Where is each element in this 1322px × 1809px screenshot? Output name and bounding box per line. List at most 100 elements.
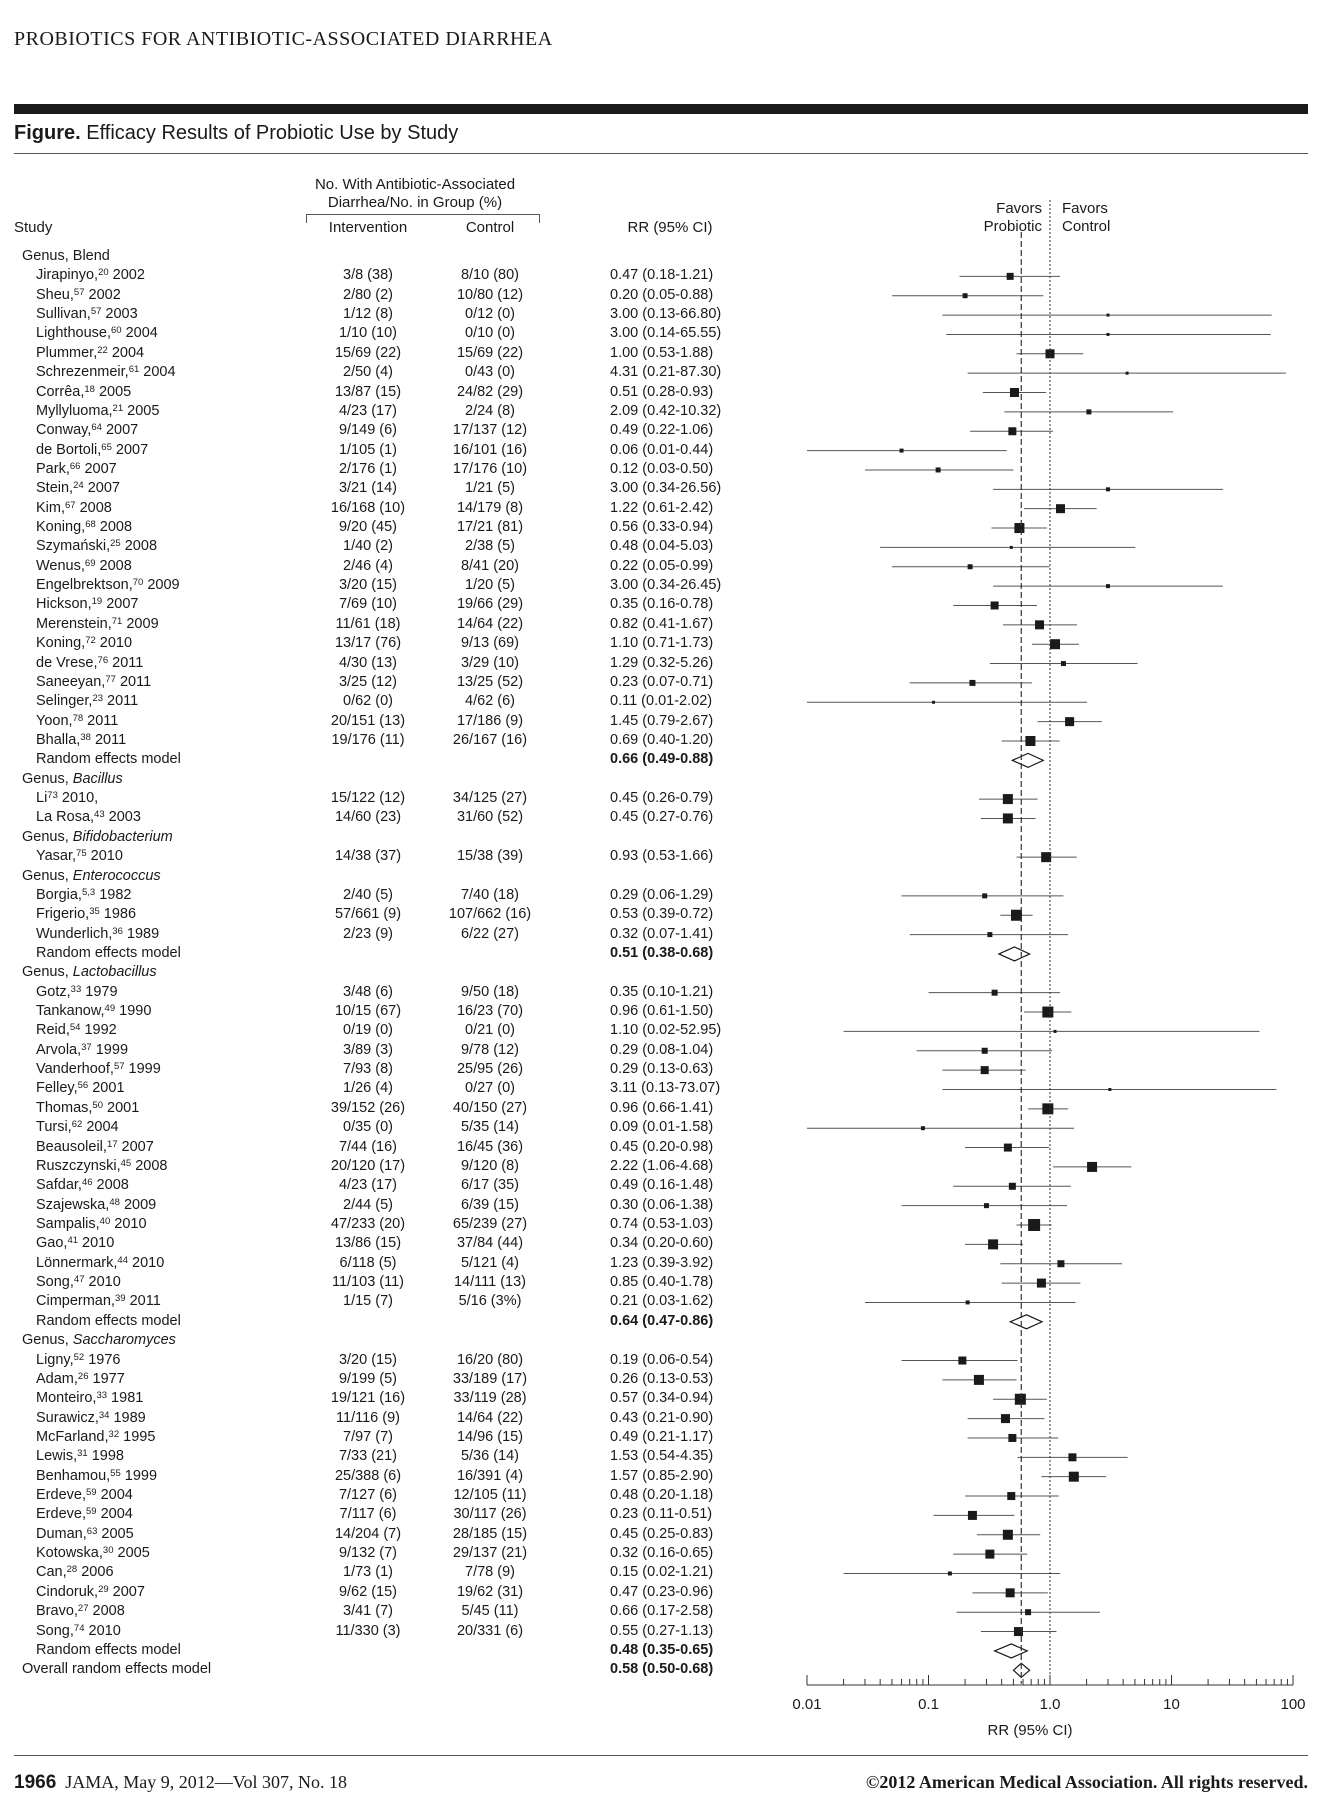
study-row: Szajewska,48 2009 2/44 (5) 6/39 (15) 0.30 (…	[0, 1196, 1322, 1215]
intervention-value: 4/23 (17)	[338, 402, 398, 419]
genus-row: Genus, Blend	[0, 247, 1322, 266]
study-row: Lewis,31 1998 7/33 (21) 5/36 (14) 1.53 (0.5…	[0, 1447, 1322, 1466]
control-value: 19/62 (31)	[456, 1583, 524, 1600]
study-name: Thomas,50 2001	[36, 1099, 140, 1116]
study-name: Szymański,25 2008	[36, 538, 158, 555]
study-row: Safdar,46 2008 4/23 (17) 6/17 (35) 0.49 (0.…	[0, 1176, 1322, 1195]
reference-number: 75	[76, 848, 87, 860]
study-name: Bravo,27 2008	[36, 1603, 125, 1620]
reference-number: 5,3	[81, 886, 96, 898]
reference-number: 21	[112, 402, 124, 414]
intervention-value: 9/132 (7)	[338, 1545, 398, 1562]
study-name: Duman,63 2005	[36, 1525, 134, 1542]
study-row: Yasar,75 2010 14/38 (37) 15/38 (39) 0.93 (0…	[0, 847, 1322, 866]
reference-number: 54	[69, 1022, 81, 1034]
rr-value: 0.66 (0.17-2.58)	[610, 1603, 714, 1620]
genus-label: Genus, Saccharomyces	[22, 1332, 176, 1349]
intervention-value: 3/89 (3)	[343, 1041, 393, 1058]
control-value: 1/20 (5)	[465, 577, 515, 594]
rr-value: 0.45 (0.25-0.83)	[610, 1525, 714, 1542]
study-row: Wunderlich,36 1989 2/23 (9) 6/22 (27) 0.32 …	[0, 925, 1322, 944]
control-value: 65/239 (27)	[452, 1216, 528, 1232]
control-value: 8/41 (20)	[460, 557, 520, 574]
pooled-rr-value: 0.66 (0.49-0.88)	[610, 751, 714, 768]
control-value: 16/101 (16)	[452, 441, 528, 458]
reference-number: 72	[85, 635, 96, 647]
control-value: 16/391 (4)	[456, 1467, 524, 1484]
rr-value: 0.06 (0.01-0.44)	[610, 441, 714, 458]
control-value: 15/38 (39)	[456, 848, 524, 865]
control-value: 6/39 (15)	[460, 1196, 520, 1213]
study-name: Hickson,19 2007	[36, 596, 139, 613]
intervention-value: 0/19 (0)	[343, 1022, 393, 1039]
intervention-value: 2/40 (5)	[343, 886, 393, 903]
study-name: Song,74 2010	[36, 1622, 121, 1639]
rr-value: 0.34 (0.20-0.60)	[610, 1235, 714, 1252]
reference-number: 70	[132, 577, 144, 589]
study-row: Duman,63 2005 14/204 (7) 28/185 (15) 0.45 (…	[0, 1525, 1322, 1544]
favors-control-line1: Favors	[1062, 200, 1108, 217]
intervention-value: 16/168 (10)	[330, 499, 406, 516]
study-row: Arvola,37 1999 3/89 (3) 9/78 (12) 0.29 (0.0…	[0, 1041, 1322, 1060]
control-value: 29/137 (21)	[452, 1545, 528, 1562]
study-name: Saneeyan,77 2011	[36, 673, 152, 690]
study-row: Cimperman,39 2011 1/15 (7) 5/16 (3%) 0.21 (…	[0, 1292, 1322, 1311]
intervention-value: 2/176 (1)	[338, 460, 398, 477]
intervention-value: 3/20 (15)	[338, 577, 398, 594]
study-row: Frigerio,35 1986 57/661 (9) 107/662 (16) 0.…	[0, 905, 1322, 924]
reference-number: 76	[97, 654, 109, 666]
study-row: Koning,68 2008 9/20 (45) 17/21 (81) 0.56 (0…	[0, 518, 1322, 537]
copyright: ©2012 American Medical Association. All …	[865, 1772, 1308, 1792]
intervention-value: 0/35 (0)	[343, 1119, 393, 1136]
rr-value: 1.29 (0.32-5.26)	[610, 654, 714, 671]
control-value: 5/36 (14)	[460, 1448, 520, 1465]
control-value: 8/10 (80)	[460, 267, 520, 284]
study-name: Benhamou,55 1999	[36, 1467, 158, 1484]
study-name: Adam,26 1977	[36, 1370, 125, 1387]
study-name: Jirapinyo,20 2002	[36, 267, 145, 284]
control-value: 9/120 (8)	[460, 1157, 520, 1174]
study-row: La Rosa,43 2003 14/60 (23) 31/60 (52) 0.45 …	[0, 808, 1322, 827]
control-value: 16/20 (80)	[456, 1351, 524, 1368]
genus-name: Lactobacillus	[72, 964, 157, 981]
reference-number: 31	[77, 1448, 88, 1460]
study-name: de Vrese,76 2011	[36, 654, 144, 671]
intervention-value: 47/233 (20)	[330, 1216, 406, 1232]
rr-value: 0.49 (0.16-1.48)	[610, 1177, 714, 1194]
rr-value: 1.57 (0.85-2.90)	[610, 1467, 714, 1484]
reference-number: 52	[73, 1351, 85, 1363]
study-name: Frigerio,35 1986	[36, 906, 137, 923]
intervention-value: 2/44 (5)	[343, 1196, 393, 1213]
intervention-value: 4/23 (17)	[338, 1177, 398, 1194]
study-row: Lönnermark,44 2010 6/118 (5) 5/121 (4) 1.23…	[0, 1254, 1322, 1273]
study-name: Merenstein,71 2009	[36, 615, 159, 632]
rr-value: 1.10 (0.71-1.73)	[610, 635, 714, 652]
group-header-bracket	[306, 214, 540, 223]
rr-value: 0.29 (0.08-1.04)	[610, 1041, 714, 1058]
study-name: Lighthouse,60 2004	[36, 325, 158, 342]
study-name: Erdeve,59 2004	[36, 1506, 133, 1523]
control-value: 5/121 (4)	[460, 1254, 520, 1271]
genus-label: Genus, Blend	[22, 248, 110, 264]
rr-value: 0.15 (0.02-1.21)	[610, 1564, 714, 1581]
reference-number: 40	[99, 1216, 111, 1227]
intervention-value: 13/86 (15)	[334, 1235, 402, 1252]
rr-value: 0.32 (0.07-1.41)	[610, 925, 714, 942]
model-row: Random effects model 0.48 (0.35-0.65)	[0, 1641, 1322, 1660]
intervention-value: 7/44 (16)	[338, 1138, 398, 1155]
intervention-value: 11/330 (3)	[335, 1622, 401, 1639]
control-value: 0/21 (0)	[465, 1022, 515, 1039]
control-value: 9/50 (18)	[460, 983, 520, 1000]
rr-value: 0.35 (0.16-0.78)	[610, 596, 714, 613]
reference-number: 45	[120, 1157, 132, 1169]
study-row: Ligny,52 1976 3/20 (15) 16/20 (80) 0.19 (0.…	[0, 1351, 1322, 1370]
control-value: 9/78 (12)	[460, 1041, 520, 1058]
figure-title-text: Efficacy Results of Probiotic Use by Stu…	[86, 122, 459, 144]
control-value: 17/21 (81)	[456, 519, 524, 536]
intervention-value: 20/151 (13)	[330, 712, 406, 729]
study-row: Benhamou,55 1999 25/388 (6) 16/391 (4) 1.57…	[0, 1467, 1322, 1486]
study-row: Can,28 2006 1/73 (1) 7/78 (9) 0.15 (0.02-1.…	[0, 1563, 1322, 1582]
study-column-header: Study	[14, 219, 53, 236]
reference-number: 35	[89, 906, 100, 918]
study-name: Borgia,5,3 1982	[36, 886, 132, 903]
